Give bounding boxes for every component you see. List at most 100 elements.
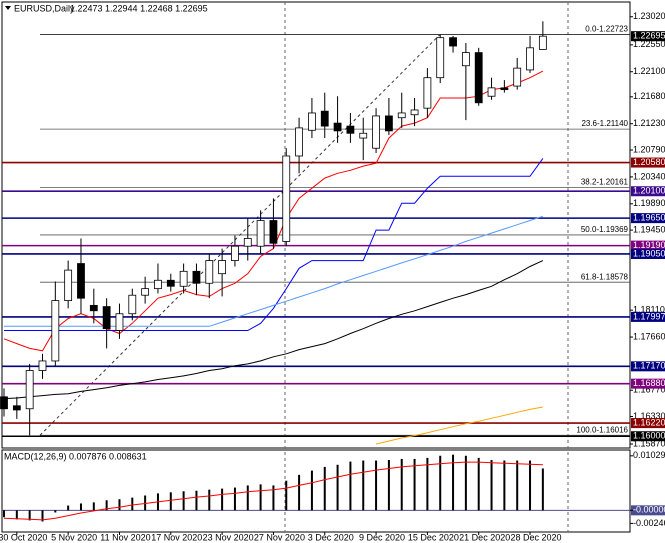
level-label-box [631,213,665,224]
level-label-box [631,431,665,442]
y-tick-label: 1.15870 [633,438,665,448]
level-label-box [631,361,665,372]
x-tick-label: 23 Nov 2020 [203,532,254,542]
candle-body [38,360,47,371]
fib-label: 23.6-1.21140 [581,119,628,128]
candle-body [372,115,380,149]
candle-body [0,396,8,410]
level-label: 1.19050 [633,248,665,258]
indicator-line [3,260,544,400]
fib-trendline [39,34,441,436]
candle-body [410,109,419,116]
candle-body [115,313,124,331]
y-tick-label: 1.20340 [633,171,665,181]
level-label: 1.16880 [633,378,665,388]
candle-body [77,263,85,299]
candle-body [436,37,445,79]
indicator-line [4,158,544,331]
candle-body [218,260,227,275]
candle-body [154,279,162,290]
candle-body [320,110,329,127]
candle-body [513,67,522,87]
level-label: 1.20100 [633,186,665,196]
x-tick-label: 15 Dec 2020 [408,532,459,542]
y-tick-label: 1.22550 [633,39,665,49]
level-label-box [631,378,665,389]
candle-body [64,269,73,301]
fib-label: 61.8-1.18578 [581,272,629,281]
candle-body [282,155,291,242]
candle-body [461,52,470,67]
y-tick-label: 1.21230 [633,118,665,128]
candle-body [449,37,457,47]
y-tick-label: 1.23020 [633,11,665,21]
candle-body [128,294,137,315]
menu-icon [5,6,11,10]
x-tick-label: 17 Nov 2020 [151,532,202,542]
level-label: 1.17997 [633,311,665,321]
x-tick-label: 27 Nov 2020 [254,532,305,542]
chart-title: EURUSD,Daily [14,3,75,13]
x-tick-label: 30 Oct 2020 [0,532,47,542]
y-tick-label: 0.01029 [633,450,665,460]
candle-body [243,238,252,247]
fib-label: 38.2-1.20161 [581,178,629,187]
level-label: 1.19650 [633,213,665,223]
candle-body [474,52,483,104]
candle-body [205,260,214,284]
candle-body [384,115,393,132]
candle-body [231,245,239,261]
x-tick-label: 9 Dec 2020 [359,532,405,542]
x-tick-label: 11 Nov 2020 [100,532,150,542]
level-label: 1.17170 [633,361,665,371]
x-tick-label: 28 Dec 2020 [511,532,562,542]
current-price-label: 1.22695 [633,31,665,41]
main-frame [1,1,631,449]
macd-title: MACD(12,26,9) 0.007876 0.008631 [4,451,147,461]
level-label-box [631,311,665,322]
level-label: 1.16000 [633,431,665,441]
quote: 1.22473 1.22944 1.22468 1.22695 [70,3,208,13]
candle-body [487,87,496,97]
level-label: 1.20580 [633,157,665,167]
fib-label: 50.0-1.19369 [581,225,629,234]
candle-body [179,270,188,287]
level-label: 1.19190 [633,240,665,250]
signal-line [3,461,543,521]
fib-label: 100.0-1.16016 [576,425,628,434]
candle-body [526,47,534,71]
candle-body [359,132,368,139]
level-label-box [631,157,665,168]
y-tick-label: 1.18110 [633,305,665,315]
candle-body [346,125,355,134]
level-label-box [631,240,665,251]
candle-body [308,112,316,131]
fib-label: 0.0-1.22723 [585,25,628,34]
candle-body [500,87,509,91]
y-tick-label: 1.19890 [633,198,665,208]
y-tick-label: 1.20790 [633,144,665,154]
candle-body [89,304,98,312]
y-tick-label: 1.16330 [633,411,665,421]
candle-body [256,220,265,247]
candle-body [102,306,111,330]
y-tick-label: -0.000000 [633,505,665,515]
candle-body [25,370,34,410]
candle-body [397,112,406,119]
x-tick-label: 3 Dec 2020 [308,532,354,542]
x-tick-label: 5 Nov 2020 [51,532,97,542]
level-label-box [631,248,665,259]
zero-label-box [631,505,665,516]
candle-body [333,122,342,132]
candle-body [295,127,303,157]
macd-frame [1,449,631,533]
y-tick-label: 1.21680 [633,91,665,101]
x-tick-label: 21 Dec 2020 [459,532,510,542]
y-tick-label: 1.16770 [633,385,665,395]
candle-body [51,300,60,362]
y-tick-label: 1.22100 [633,66,665,76]
candle-body [166,279,175,287]
indicator-line [375,406,543,445]
